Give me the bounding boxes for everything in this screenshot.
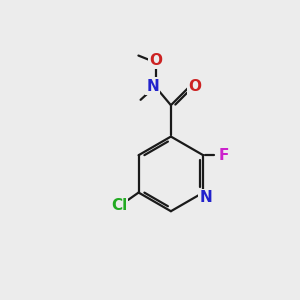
- Text: O: O: [149, 52, 162, 68]
- Text: Cl: Cl: [111, 198, 127, 213]
- Text: F: F: [219, 148, 229, 163]
- Text: O: O: [188, 79, 201, 94]
- Text: N: N: [146, 79, 159, 94]
- Text: N: N: [199, 190, 212, 206]
